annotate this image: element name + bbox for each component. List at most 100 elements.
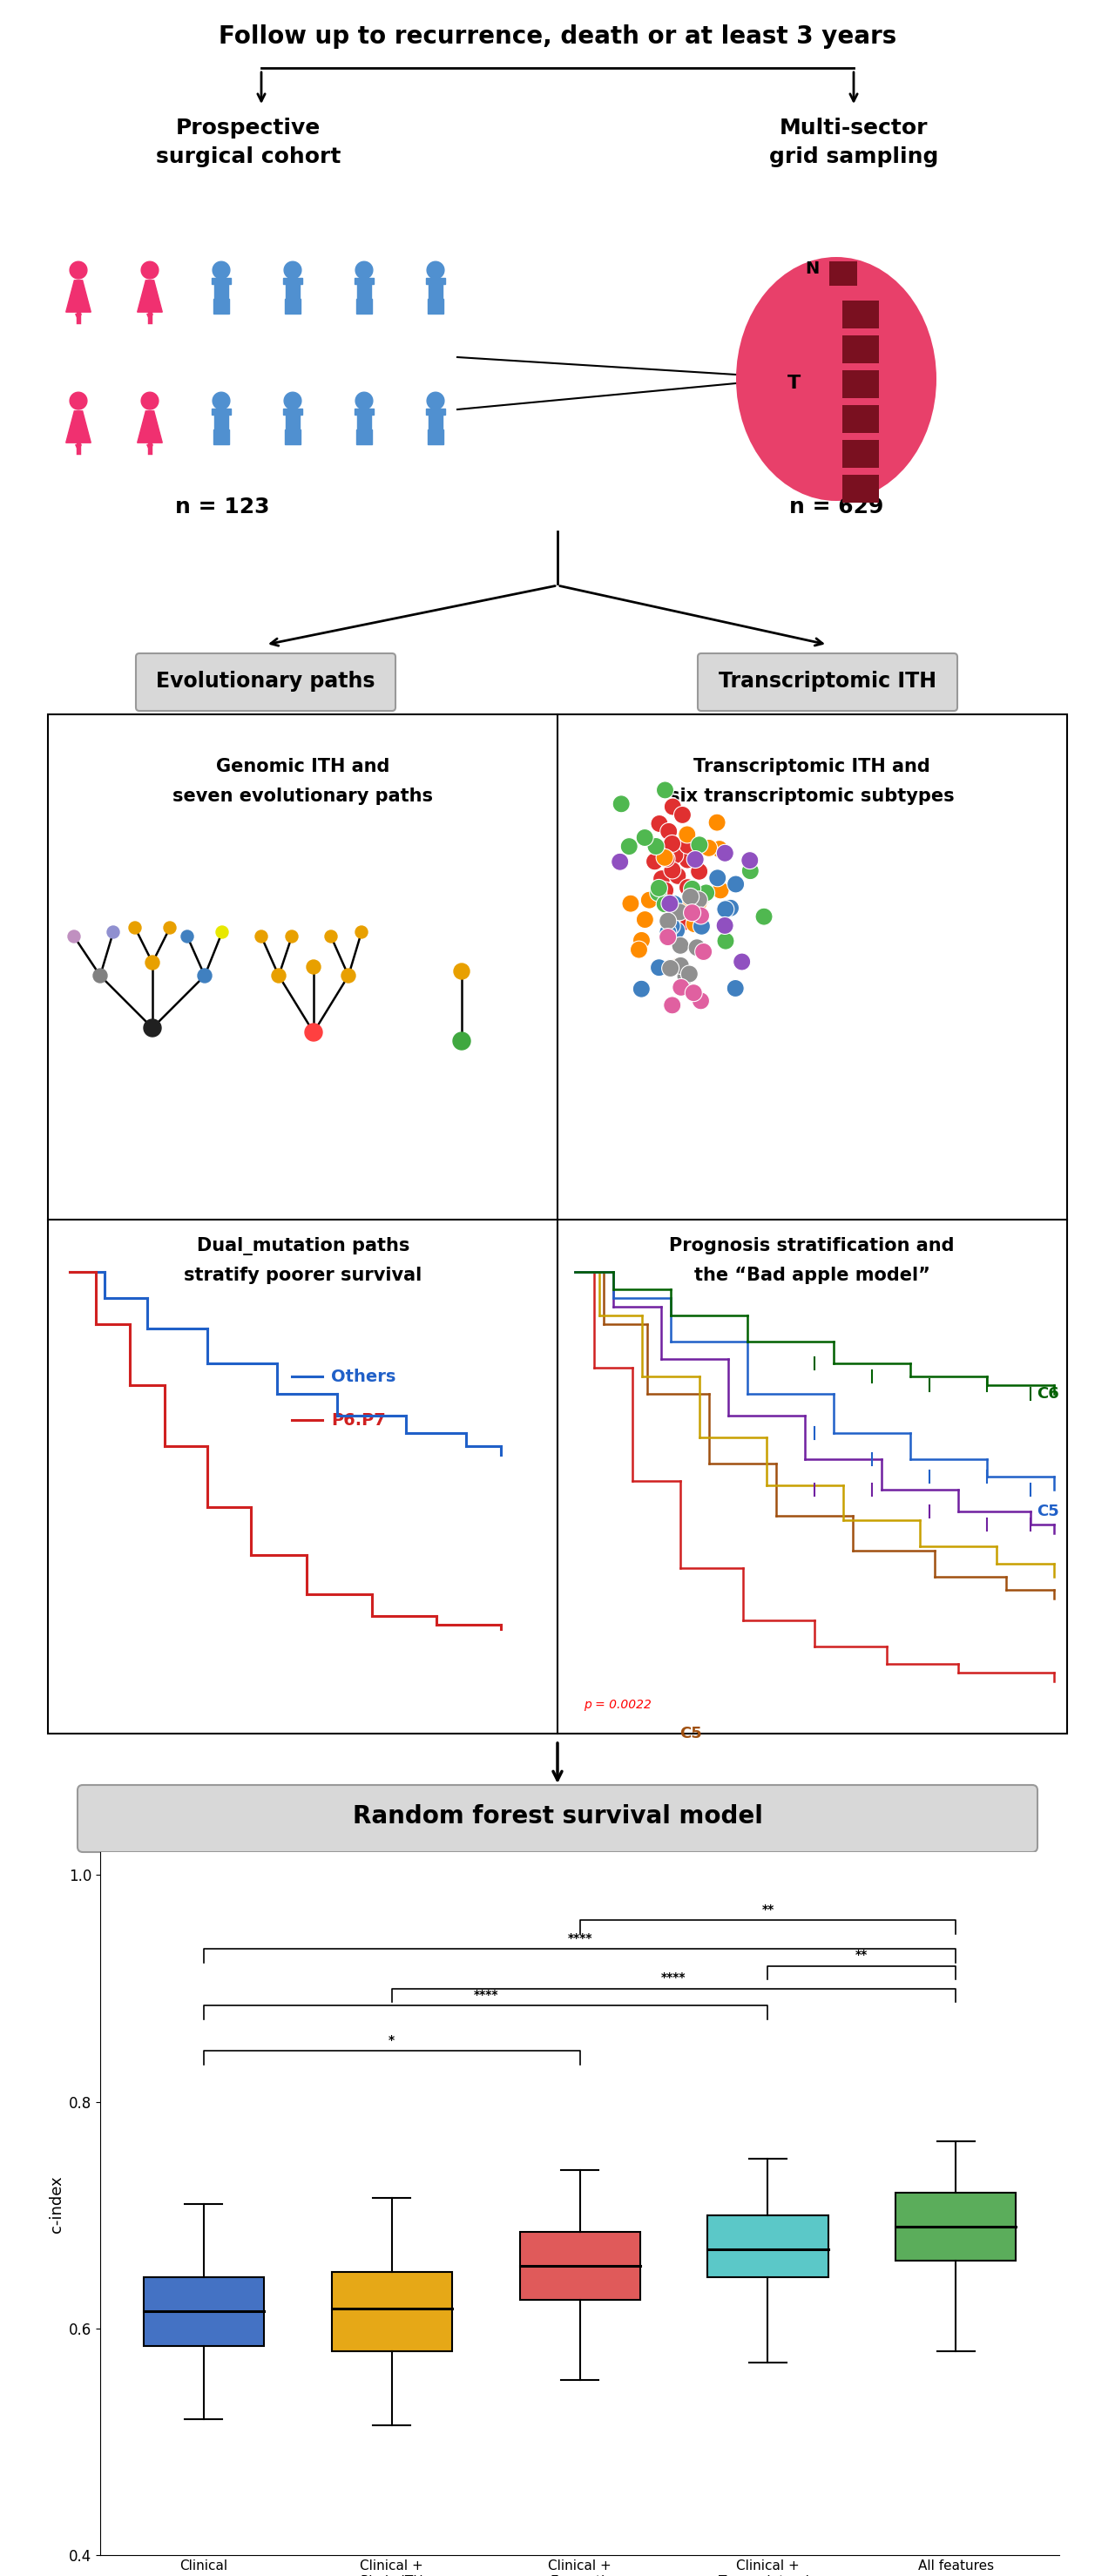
Text: Evolutionary paths: Evolutionary paths (156, 670, 376, 693)
Circle shape (181, 930, 193, 943)
Circle shape (284, 263, 301, 278)
Text: C5: C5 (679, 1726, 702, 1741)
Circle shape (716, 917, 734, 935)
Bar (520, 2233, 640, 2300)
Circle shape (142, 263, 158, 278)
Text: seven evolutionary paths: seven evolutionary paths (173, 788, 434, 804)
Circle shape (671, 956, 688, 974)
Circle shape (690, 863, 708, 881)
Circle shape (633, 933, 650, 948)
Circle shape (659, 912, 677, 930)
Circle shape (663, 835, 681, 853)
Circle shape (255, 930, 268, 943)
Circle shape (710, 840, 728, 858)
Text: ****: **** (568, 1932, 592, 1945)
Circle shape (661, 958, 679, 976)
Circle shape (675, 899, 692, 914)
Bar (356, 430, 372, 443)
Bar (426, 410, 445, 415)
Circle shape (145, 956, 159, 969)
Circle shape (324, 930, 337, 943)
Text: Follow up to recurrence, death or at least 3 years: Follow up to recurrence, death or at lea… (219, 23, 896, 49)
Circle shape (70, 263, 87, 278)
Bar (212, 278, 231, 283)
Bar (830, 260, 857, 286)
Circle shape (721, 899, 739, 917)
Circle shape (695, 943, 712, 961)
Text: six transcriptomic subtypes: six transcriptomic subtypes (669, 788, 954, 804)
Bar (426, 278, 445, 283)
Bar (214, 281, 229, 299)
FancyBboxPatch shape (136, 654, 396, 711)
Text: **: ** (762, 1904, 774, 1917)
Circle shape (717, 902, 734, 917)
Circle shape (685, 984, 702, 1002)
Circle shape (692, 992, 709, 1010)
Circle shape (142, 392, 158, 410)
Circle shape (671, 904, 688, 920)
Circle shape (717, 933, 735, 951)
Circle shape (656, 896, 673, 912)
Text: **: ** (855, 1950, 869, 1960)
Circle shape (427, 392, 444, 410)
Circle shape (636, 829, 653, 848)
Bar (212, 410, 231, 415)
Circle shape (68, 930, 80, 943)
Circle shape (680, 966, 698, 981)
Text: *: * (389, 2035, 395, 2045)
Bar (284, 299, 301, 314)
Circle shape (663, 860, 681, 878)
Circle shape (755, 907, 773, 925)
Circle shape (647, 837, 665, 855)
Circle shape (678, 827, 696, 842)
Text: Random forest survival model: Random forest survival model (352, 1803, 763, 1829)
Circle shape (107, 925, 119, 938)
Bar (708, 2215, 828, 2277)
Circle shape (622, 894, 639, 912)
Circle shape (453, 1033, 471, 1051)
Bar (842, 301, 879, 327)
Y-axis label: c-index: c-index (48, 2174, 64, 2233)
Circle shape (197, 969, 212, 981)
Circle shape (683, 886, 700, 904)
Circle shape (356, 263, 372, 278)
Bar (428, 412, 443, 430)
Circle shape (672, 956, 689, 974)
Circle shape (660, 822, 678, 840)
Circle shape (727, 979, 744, 997)
Circle shape (692, 889, 710, 907)
Bar (428, 430, 444, 443)
Circle shape (678, 832, 695, 848)
Bar (283, 410, 302, 415)
Circle shape (650, 878, 668, 896)
Circle shape (657, 881, 673, 899)
Bar (284, 430, 301, 443)
Bar (357, 412, 371, 430)
Circle shape (700, 840, 717, 858)
Circle shape (687, 850, 704, 868)
Text: N: N (805, 260, 818, 276)
Circle shape (692, 917, 710, 935)
Bar (428, 281, 443, 299)
Circle shape (285, 930, 298, 943)
Circle shape (646, 853, 663, 871)
Circle shape (307, 961, 321, 974)
FancyBboxPatch shape (78, 1785, 1037, 1852)
Text: T: T (788, 374, 801, 392)
Circle shape (727, 876, 745, 894)
Text: Transcriptomic ITH and: Transcriptomic ITH and (694, 757, 930, 775)
Circle shape (663, 909, 681, 925)
Circle shape (661, 894, 679, 912)
Circle shape (679, 850, 696, 868)
Circle shape (663, 997, 681, 1015)
Circle shape (692, 907, 709, 925)
Circle shape (683, 904, 701, 922)
Text: Prospective: Prospective (176, 118, 321, 139)
Text: C5: C5 (1037, 1504, 1059, 1520)
Ellipse shape (736, 258, 937, 500)
Text: Transcriptomic ITH: Transcriptomic ITH (719, 670, 937, 693)
Bar (213, 430, 230, 443)
Text: grid sampling: grid sampling (769, 147, 939, 167)
Circle shape (129, 922, 142, 935)
Circle shape (213, 263, 230, 278)
